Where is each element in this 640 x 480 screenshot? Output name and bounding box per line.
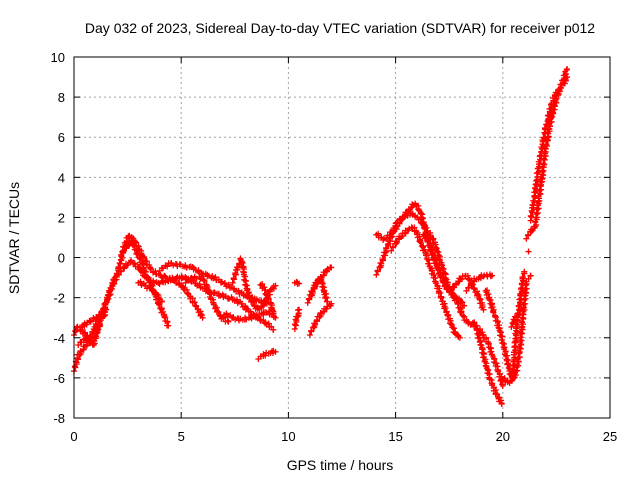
x-tick-label: 20 (496, 429, 510, 444)
data-point-markers (77, 274, 118, 348)
x-tick-label: 5 (178, 429, 185, 444)
y-axis-title: SDTVAR / TECUs (6, 182, 22, 294)
data-point-markers (304, 274, 331, 306)
data-point-markers (306, 300, 335, 338)
data-point-markers (255, 347, 279, 363)
data-point-markers (525, 272, 534, 282)
data-marks (71, 66, 571, 407)
x-tick-label: 25 (603, 429, 617, 444)
series-trace-29 (525, 248, 532, 255)
series-trace-26 (499, 268, 528, 387)
y-tick-label: -4 (53, 331, 65, 346)
series-trace-15 (291, 306, 303, 332)
x-tick-label: 10 (281, 429, 295, 444)
y-tick-label: 8 (58, 90, 65, 105)
data-point-markers (257, 281, 277, 317)
y-tick-label: -6 (53, 371, 65, 386)
series-trace-8 (156, 259, 270, 307)
y-tick-label: 10 (51, 50, 65, 65)
series-trace-12 (257, 281, 277, 317)
y-tick-label: 4 (58, 170, 65, 185)
y-tick-label: 0 (58, 251, 65, 266)
plot-frame (73, 56, 611, 419)
data-point-markers (291, 278, 303, 287)
chart-title: Day 032 of 2023, Sidereal Day-to-day VTE… (85, 20, 595, 36)
data-point-markers (221, 308, 279, 324)
data-point-markers (291, 306, 303, 332)
data-point-markers (469, 319, 505, 407)
series-trace-24 (469, 319, 505, 407)
series-trace-4 (77, 274, 118, 348)
series-trace-6 (118, 235, 206, 321)
x-tick-label: 0 (70, 429, 77, 444)
y-tick-label: 6 (58, 130, 65, 145)
data-point-markers (499, 268, 528, 387)
grid (74, 57, 610, 418)
x-axis-title: GPS time / hours (287, 457, 394, 473)
data-point-markers (156, 259, 270, 307)
series-trace-11 (229, 255, 279, 313)
series-trace-28 (525, 272, 534, 282)
series-trace-14 (291, 278, 303, 287)
data-point-markers (182, 273, 232, 325)
series-trace-7 (135, 278, 165, 305)
data-point-markers (508, 312, 521, 330)
data-point-markers (482, 278, 530, 382)
series-trace-9 (182, 273, 232, 325)
data-point-markers (527, 74, 571, 224)
series-trace-21 (388, 224, 463, 341)
data-point-markers (135, 278, 165, 305)
series-trace-27 (508, 312, 521, 330)
series-trace-25 (482, 278, 530, 382)
series-trace-17 (304, 274, 331, 306)
series-trace-10 (221, 308, 279, 324)
x-tick-label: 15 (388, 429, 402, 444)
data-point-markers (388, 224, 463, 341)
y-tick-label: -8 (53, 411, 65, 426)
series-trace-23 (463, 271, 496, 294)
data-point-markers (118, 235, 206, 321)
y-tick-label: -2 (53, 291, 65, 306)
series-trace-13 (255, 347, 279, 363)
data-point-markers (463, 271, 496, 294)
axis-ticks: 0 5 10 15 20 25 -8 -6 -4 -2 0 2 4 6 8 10 (51, 50, 618, 444)
series-trace-18 (306, 300, 335, 338)
series-trace-31 (527, 74, 571, 224)
data-point-markers (229, 255, 279, 313)
data-point-markers (525, 248, 532, 255)
y-tick-label: 2 (58, 210, 65, 225)
